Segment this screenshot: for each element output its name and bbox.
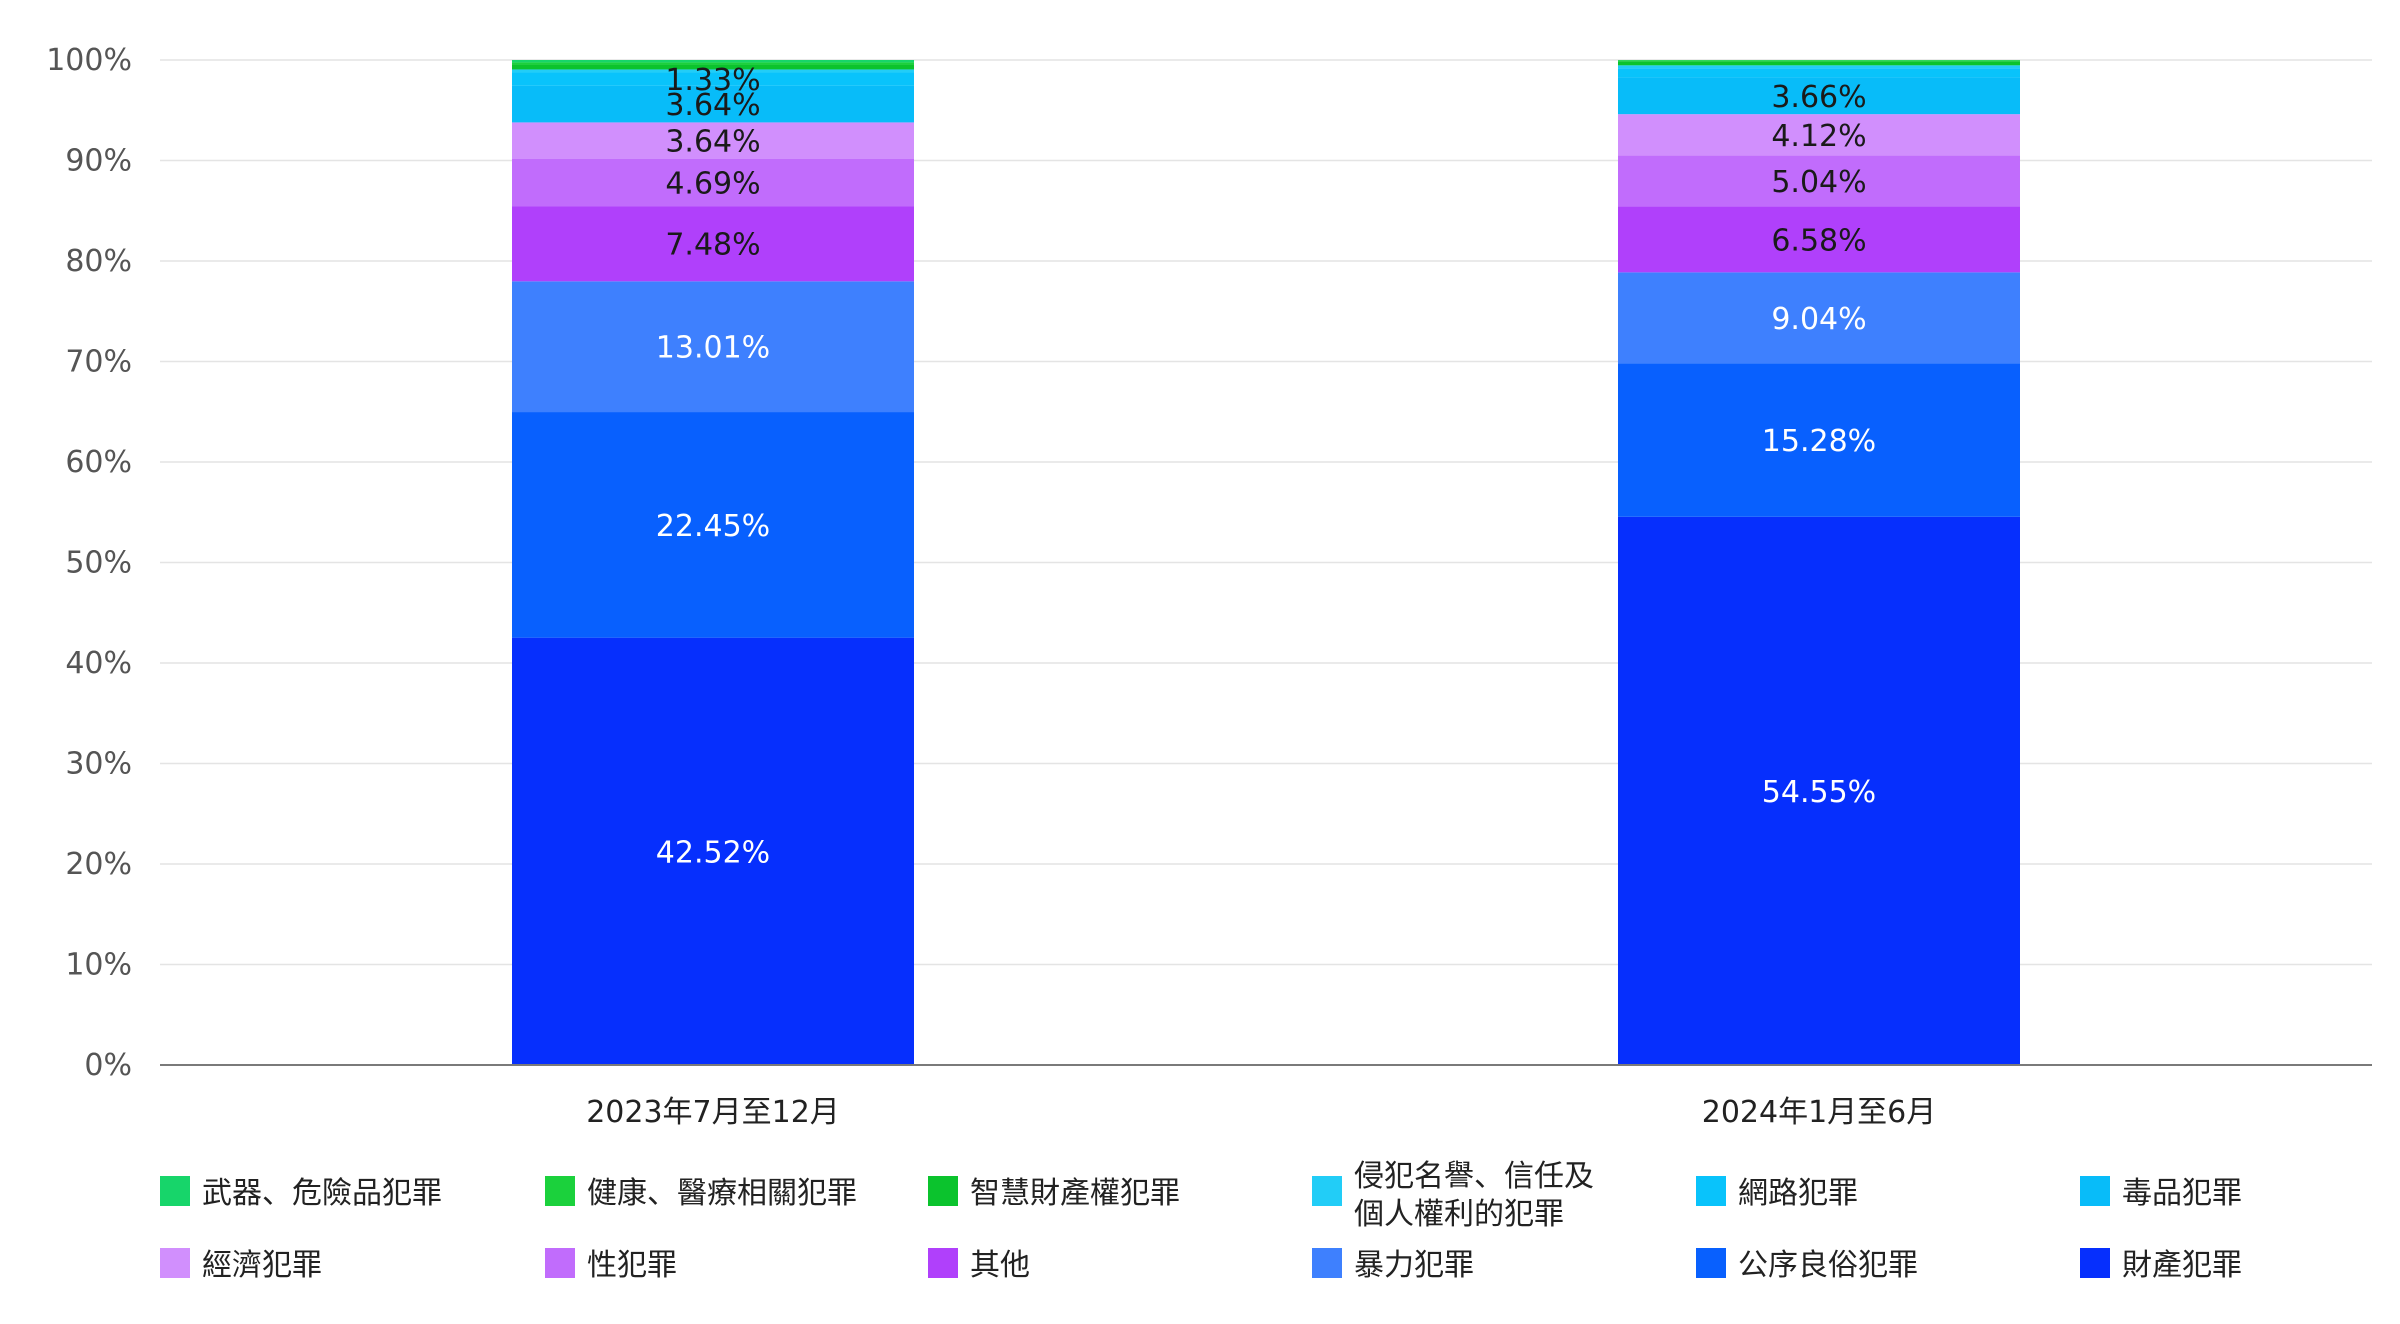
y-tick-label: 40% (65, 646, 132, 681)
legend-swatch (545, 1248, 575, 1278)
y-tick-label: 20% (65, 847, 132, 882)
legend-swatch (2080, 1248, 2110, 1278)
y-tick-label: 60% (65, 445, 132, 480)
legend-swatch (1696, 1248, 1726, 1278)
legend-label: 侵犯名譽、信任及 (1354, 1159, 1594, 1194)
x-tick-label: 2023年7月至12月 (586, 1095, 840, 1130)
legend-label: 武器、危險品犯罪 (202, 1176, 442, 1211)
legend-label: 毒品犯罪 (2122, 1176, 2242, 1211)
y-tick-label: 30% (65, 747, 132, 782)
legend-swatch (545, 1176, 575, 1206)
data-label: 6.58% (1771, 223, 1866, 258)
legend-swatch (2080, 1176, 2110, 1206)
x-axis-ticks: 2023年7月至12月 2024年1月至6月 (586, 1095, 1936, 1130)
bar-segment (1618, 65, 2020, 68)
legend-label: 財產犯罪 (2122, 1248, 2242, 1283)
legend-label: 性犯罪 (587, 1248, 677, 1283)
legend-item: 智慧財產權犯罪 (928, 1176, 1180, 1211)
legend-swatch (1696, 1176, 1726, 1206)
legend-item: 健康、醫療相關犯罪 (545, 1176, 857, 1211)
data-label: 1.33% (665, 63, 760, 98)
legend-swatch (928, 1176, 958, 1206)
legend-label: 經濟犯罪 (202, 1248, 322, 1283)
legend-label: 其他 (970, 1248, 1030, 1283)
data-label: 3.66% (1771, 80, 1866, 115)
legend-label: 個人權利的犯罪 (1354, 1197, 1564, 1232)
legend-item: 性犯罪 (545, 1248, 677, 1283)
legend-item: 暴力犯罪 (1312, 1248, 1474, 1283)
legend-swatch (1312, 1176, 1342, 1206)
legend-item: 網路犯罪 (1696, 1176, 1858, 1211)
legend-item: 毒品犯罪 (2080, 1176, 2242, 1211)
gridlines (160, 60, 2372, 965)
y-tick-label: 0% (84, 1048, 132, 1083)
legend-swatch (1312, 1248, 1342, 1278)
data-label: 42.52% (656, 835, 770, 870)
y-tick-label: 50% (65, 546, 132, 581)
bar-segment (1618, 60, 2020, 61)
legend-item: 經濟犯罪 (160, 1248, 322, 1283)
legend-label: 公序良俗犯罪 (1738, 1248, 1918, 1283)
y-tick-label: 90% (65, 144, 132, 179)
data-label: 9.04% (1771, 302, 1866, 337)
data-label: 7.48% (665, 228, 760, 263)
y-tick-label: 100% (46, 43, 132, 78)
data-label: 54.55% (1762, 775, 1876, 810)
data-label: 4.69% (665, 167, 760, 202)
data-label: 22.45% (656, 509, 770, 544)
legend-label: 健康、醫療相關犯罪 (587, 1176, 857, 1211)
legend-item: 武器、危險品犯罪 (160, 1176, 442, 1211)
legend-item: 其他 (928, 1248, 1030, 1283)
legend-label: 暴力犯罪 (1354, 1248, 1474, 1283)
legend-item: 財產犯罪 (2080, 1248, 2242, 1283)
data-label: 5.04% (1771, 165, 1866, 200)
y-tick-label: 80% (65, 244, 132, 279)
y-tick-label: 70% (65, 345, 132, 380)
legend-item: 公序良俗犯罪 (1696, 1248, 1918, 1283)
data-label: 4.12% (1771, 119, 1866, 154)
x-tick-label: 2024年1月至6月 (1702, 1095, 1937, 1130)
legend-swatch (160, 1176, 190, 1206)
bar-segment (1618, 61, 2020, 65)
data-label: 3.64% (665, 125, 760, 160)
bar-segment (1618, 68, 2020, 77)
legend-label: 網路犯罪 (1738, 1176, 1858, 1211)
legend-label: 智慧財產權犯罪 (970, 1176, 1180, 1211)
legend-swatch (928, 1248, 958, 1278)
legend-swatch (160, 1248, 190, 1278)
y-tick-label: 10% (65, 948, 132, 983)
bar-segment (512, 60, 914, 62)
data-label: 13.01% (656, 331, 770, 366)
y-axis-ticks: 0% 10% 20% 30% 40% 50% 60% 70% 80% 90% 100% (46, 43, 132, 1083)
data-label: 15.28% (1762, 424, 1876, 459)
